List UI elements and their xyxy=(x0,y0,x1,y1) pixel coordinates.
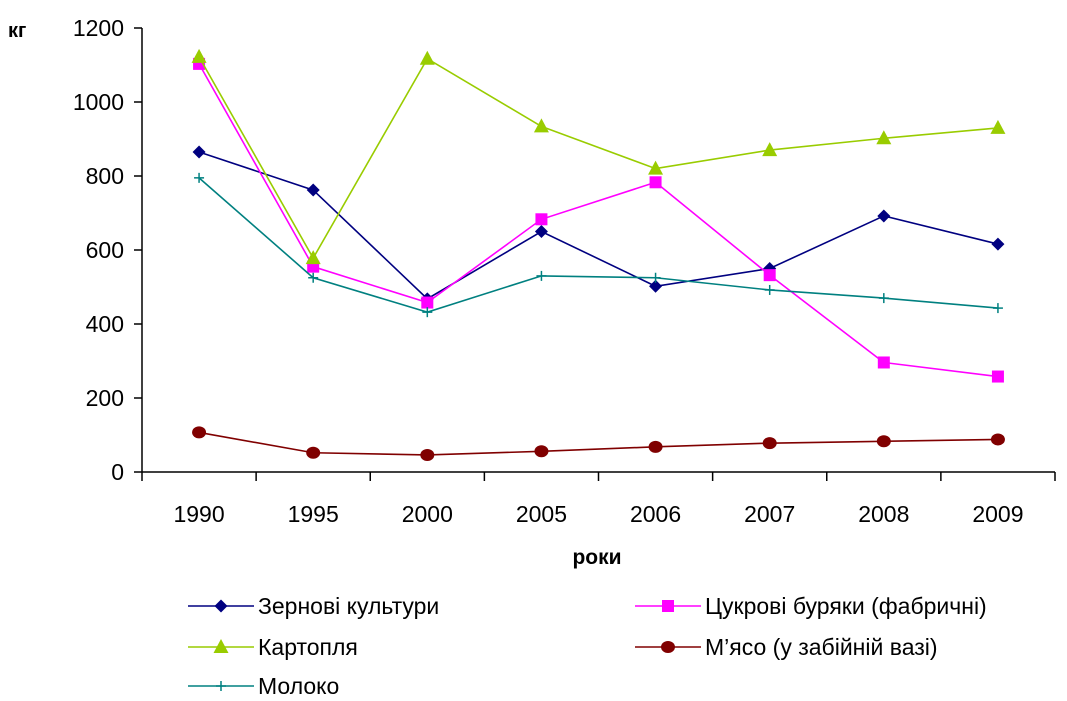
data-point-square xyxy=(763,269,776,282)
x-tick-label: 1995 xyxy=(288,501,339,527)
data-point-plus xyxy=(194,172,205,183)
series-line xyxy=(198,431,998,456)
data-point-square xyxy=(991,370,1004,383)
data-point-square xyxy=(877,356,890,369)
data-point-square xyxy=(421,296,434,309)
x-tick-label: 2005 xyxy=(516,501,567,527)
y-tick-label: 800 xyxy=(86,163,124,189)
data-point-triangle xyxy=(191,48,207,63)
data-point-triangle xyxy=(762,142,778,157)
data-point-circle xyxy=(990,433,1005,446)
data-point-diamond xyxy=(192,145,206,159)
data-point-triangle xyxy=(305,250,321,265)
data-point-diamond xyxy=(649,279,663,293)
chart-series xyxy=(191,48,1006,461)
data-point-circle xyxy=(762,437,777,450)
x-tick-label: 2009 xyxy=(972,501,1023,527)
data-point-circle xyxy=(192,426,207,439)
data-point-square xyxy=(649,176,662,189)
y-tick-label: 0 xyxy=(111,459,124,485)
data-point-triangle xyxy=(648,160,664,175)
y-tick-label: 600 xyxy=(86,237,124,263)
x-tick-label: 2007 xyxy=(744,501,795,527)
y-axis-label: кг xyxy=(8,20,26,42)
data-point-square xyxy=(535,213,548,226)
data-point-diamond xyxy=(991,237,1005,251)
y-tick-label: 200 xyxy=(86,385,124,411)
data-point-plus xyxy=(308,272,319,283)
data-point-circle xyxy=(648,440,663,453)
y-tick-label: 1000 xyxy=(73,89,124,115)
series-line xyxy=(198,151,999,300)
series-line xyxy=(198,177,999,313)
data-point-triangle xyxy=(990,119,1006,134)
data-point-diamond xyxy=(877,209,891,223)
series-0 xyxy=(192,145,1005,306)
data-point-triangle xyxy=(419,50,435,65)
x-tick-label: 2006 xyxy=(630,501,681,527)
data-point-plus xyxy=(764,284,775,295)
series-4 xyxy=(194,172,1003,318)
data-point-plus xyxy=(992,303,1003,314)
series-3 xyxy=(192,426,1005,461)
data-point-diamond xyxy=(534,225,548,238)
series-line xyxy=(198,56,999,260)
x-tick-label: 2000 xyxy=(402,501,453,527)
data-point-circle xyxy=(306,446,321,459)
y-tick-label: 1200 xyxy=(73,15,124,41)
x-tick-label: 1990 xyxy=(173,501,224,527)
data-point-circle xyxy=(876,435,891,448)
data-point-circle xyxy=(534,445,549,458)
x-axis-label: роки xyxy=(572,546,621,569)
data-point-diamond xyxy=(306,183,320,197)
data-point-circle xyxy=(420,448,435,461)
data-point-plus xyxy=(422,307,433,318)
data-point-plus xyxy=(650,272,661,283)
data-point-triangle xyxy=(533,118,549,133)
data-point-plus xyxy=(878,293,889,304)
series-2 xyxy=(191,48,1006,265)
data-point-triangle xyxy=(876,130,892,145)
x-tick-label: 2008 xyxy=(858,501,909,527)
series-line xyxy=(198,63,999,378)
data-point-plus xyxy=(536,270,547,281)
y-tick-label: 400 xyxy=(86,311,124,337)
chart-axes: 0 200 400 600 800 1000 1200 1990 1995 2000 2005 200… xyxy=(73,15,1056,527)
